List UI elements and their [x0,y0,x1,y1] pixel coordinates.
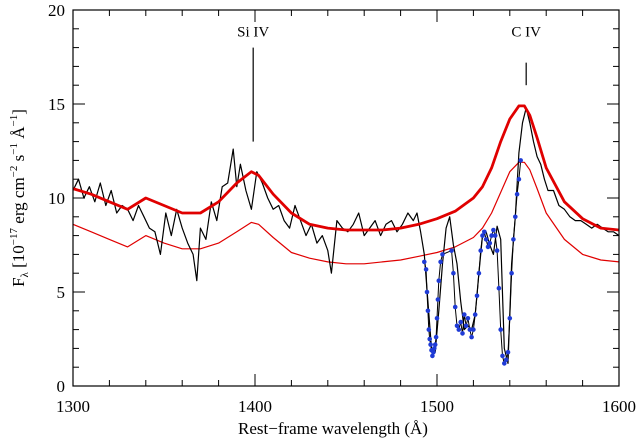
x-tick-label: 1500 [420,397,454,416]
absorption-point [462,312,467,317]
absorption-point [432,342,438,347]
y-axis-title-mid2: s [9,155,28,166]
annotation-label: C IV [511,24,541,40]
absorption-point [452,304,458,310]
absorption-point [426,327,432,332]
absorption-point [438,259,443,265]
absorption-point [434,316,440,321]
y-axis-title-exp2: −2 [8,166,20,178]
absorption-point [514,191,520,197]
absorption-point [496,285,502,291]
y-axis-title-main: F [9,277,28,286]
y-axis-title-rest: [10 [9,245,28,272]
absorption-point [480,233,485,238]
absorption-point [472,312,478,317]
y-tick-label: 20 [48,1,65,20]
y-axis-title-mid1: erg cm [9,177,28,228]
absorption-point [518,158,523,163]
y-axis-title-exp4: −1 [8,115,20,127]
absorption-point [503,357,509,363]
absorption-point [435,297,441,302]
plot-area [73,104,619,366]
axes: 1300 1400 1500 1600 0 5 10 15 20 [48,1,636,416]
absorption-point [509,270,514,276]
absorption-point [500,353,505,359]
y-axis-title: Fλ [10−17 erg cm−2 s−1 Å−1] [8,109,31,287]
absorption-point [456,327,462,332]
y-tick-label: 5 [57,283,66,302]
absorption-point [431,349,436,355]
absorption-point [487,240,493,246]
absorption-point [494,248,500,253]
absorption-point [511,237,516,242]
y-tick-label: 10 [48,189,65,208]
absorption-point [436,278,442,284]
absorption-point [476,270,482,276]
absorption-point [465,316,471,321]
absorption-point [430,353,435,359]
absorption-point [440,252,445,257]
absorption-point [489,233,494,238]
y-tick-label: 15 [48,95,65,114]
absorption-point [469,334,474,340]
absorption-point [467,327,473,332]
thick-fit-line [73,104,619,232]
absorption-point [485,244,491,250]
absorption-point [502,361,507,366]
thin-template-line [73,161,619,265]
y-axis-title-exp3: −1 [8,143,20,155]
absorption-point [458,319,464,325]
absorption-point [449,248,454,253]
absorption-point [478,248,484,253]
absorption-point [492,233,498,238]
x-tick-label: 1400 [238,397,272,416]
absorption-point [513,214,518,220]
x-tick-label: 1300 [56,397,90,416]
y-axis-title-exp1: −17 [8,227,20,245]
observed-spectrum-line [73,107,619,364]
absorption-point [471,327,476,332]
y-axis-title-end: ] [9,109,28,115]
absorption-point [451,270,456,276]
annotations: Si IV C IV [237,24,541,142]
absorption-point [505,349,511,355]
absorption-point [433,334,439,340]
plot-frame [72,9,620,387]
absorption-point [427,336,433,342]
absorption-point [507,316,513,321]
absorption-point [424,289,430,295]
absorption-point [491,227,496,233]
x-axis-title: Rest−frame wavelength (Å) [238,419,428,438]
absorption-point [428,342,433,347]
absorption-point [482,229,487,235]
absorption-point [463,323,469,329]
absorption-point [454,323,460,329]
y-axis-title-mid3: Å [9,126,28,143]
absorption-point [483,237,489,242]
series-group [73,104,619,366]
y-axis-title-sub: λ [19,271,31,277]
absorption-point [460,331,465,336]
absorption-point [423,267,429,272]
absorption-point [498,327,504,332]
absorption-point [516,176,522,182]
absorption-point [425,308,431,314]
absorption-point [422,259,427,265]
absorption-point [432,346,437,351]
absorption-point [474,293,480,299]
annotation-label: Si IV [237,24,269,40]
x-tick-label: 1600 [602,397,636,416]
y-tick-label: 0 [57,377,66,396]
